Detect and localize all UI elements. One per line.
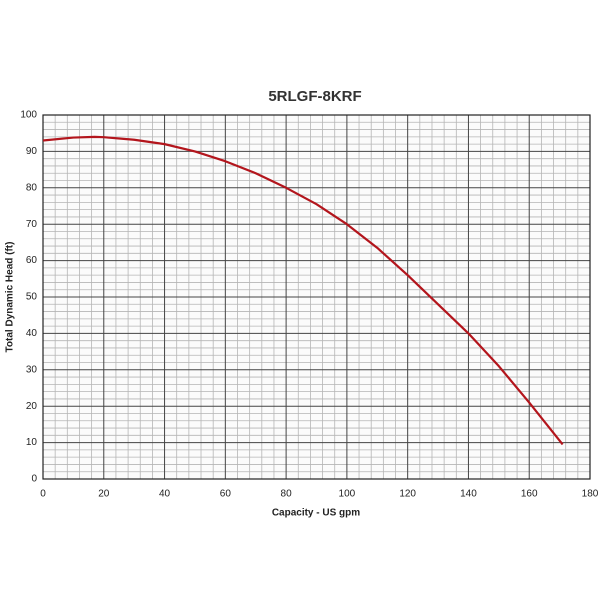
y-tick-label: 80 bbox=[26, 182, 38, 193]
y-axis-label: Total Dynamic Head (ft) bbox=[5, 242, 16, 353]
x-tick-label: 20 bbox=[98, 489, 110, 500]
y-tick-label: 20 bbox=[26, 401, 38, 412]
chart-title: 5RLGF-8KRF bbox=[268, 88, 361, 105]
x-tick-label: 120 bbox=[399, 489, 416, 500]
x-tick-label: 140 bbox=[460, 489, 477, 500]
y-tick-label: 0 bbox=[31, 474, 37, 485]
x-tick-label: 100 bbox=[339, 489, 356, 500]
plot-border bbox=[42, 114, 591, 480]
x-tick-label: 0 bbox=[40, 489, 46, 500]
x-tick-label: 40 bbox=[159, 489, 171, 500]
y-tick-label: 70 bbox=[26, 219, 38, 230]
x-axis-label: Capacity - US gpm bbox=[272, 508, 360, 519]
y-tick-label: 30 bbox=[26, 364, 38, 375]
y-tick-label: 40 bbox=[26, 328, 38, 339]
y-tick-label: 50 bbox=[26, 292, 38, 303]
curve bbox=[42, 135, 564, 446]
x-tick-label: 60 bbox=[220, 489, 232, 500]
y-tick-label: 60 bbox=[26, 255, 38, 266]
y-tick-label: 10 bbox=[26, 437, 38, 448]
y-tick-label: 100 bbox=[20, 110, 37, 121]
x-tick-label: 180 bbox=[582, 489, 599, 500]
x-tick-label: 80 bbox=[281, 489, 293, 500]
x-tick-label: 160 bbox=[521, 489, 538, 500]
y-tick-label: 90 bbox=[26, 146, 38, 157]
